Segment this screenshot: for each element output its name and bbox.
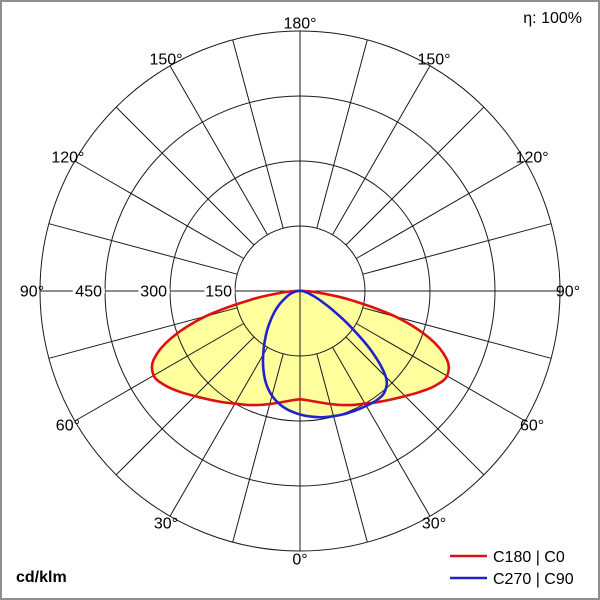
grid-radial xyxy=(115,106,255,246)
grid-radial xyxy=(232,353,284,543)
grid-radial xyxy=(332,65,431,235)
polar-plot: 150 300 450 0° 30° 30° 60° 60° 90° 90° 120° 120° 150… xyxy=(20,16,580,569)
unit-label: cd/klm xyxy=(16,569,67,586)
angle-label: 90° xyxy=(556,284,580,301)
grid-radial xyxy=(316,39,368,229)
legend: C180 | C0 C270 | C90 xyxy=(450,549,574,588)
ring-label: 300 xyxy=(140,284,167,301)
grid-radial xyxy=(345,336,485,476)
angle-label: 90° xyxy=(20,284,44,301)
angle-label: 60° xyxy=(520,418,544,435)
grid-radial xyxy=(332,347,431,517)
grid-radial xyxy=(169,65,268,235)
grid-radial xyxy=(362,223,552,275)
legend-label-c90: C270 | C90 xyxy=(493,571,574,588)
angle-label: 120° xyxy=(51,150,84,167)
ring-label: 150 xyxy=(205,284,232,301)
grid-radial xyxy=(345,106,485,246)
grid-radial xyxy=(232,39,284,229)
series-curve-1 xyxy=(261,289,389,419)
angle-label: 30° xyxy=(422,516,446,533)
angle-label: 0° xyxy=(292,552,307,569)
grid-radial xyxy=(316,353,368,543)
grid-radial xyxy=(74,160,244,259)
legend-label-c0: C180 | C0 xyxy=(493,549,565,566)
grid-radial xyxy=(356,323,526,422)
series-curve-0 xyxy=(150,289,451,407)
grid-radial xyxy=(74,323,244,422)
angle-label: 150° xyxy=(417,51,450,68)
grid-radial xyxy=(115,336,255,476)
efficiency-label: η: 100% xyxy=(523,10,582,27)
angle-label: 120° xyxy=(516,150,549,167)
series-fill-1 xyxy=(262,290,387,418)
ring-label: 450 xyxy=(75,284,102,301)
angle-label: 150° xyxy=(149,51,182,68)
grid-radial xyxy=(169,347,268,517)
grid-radial xyxy=(48,223,238,275)
angle-label: 180° xyxy=(283,16,316,33)
grid-radial xyxy=(356,160,526,259)
angle-label: 60° xyxy=(56,418,80,435)
angle-label: 30° xyxy=(154,516,178,533)
